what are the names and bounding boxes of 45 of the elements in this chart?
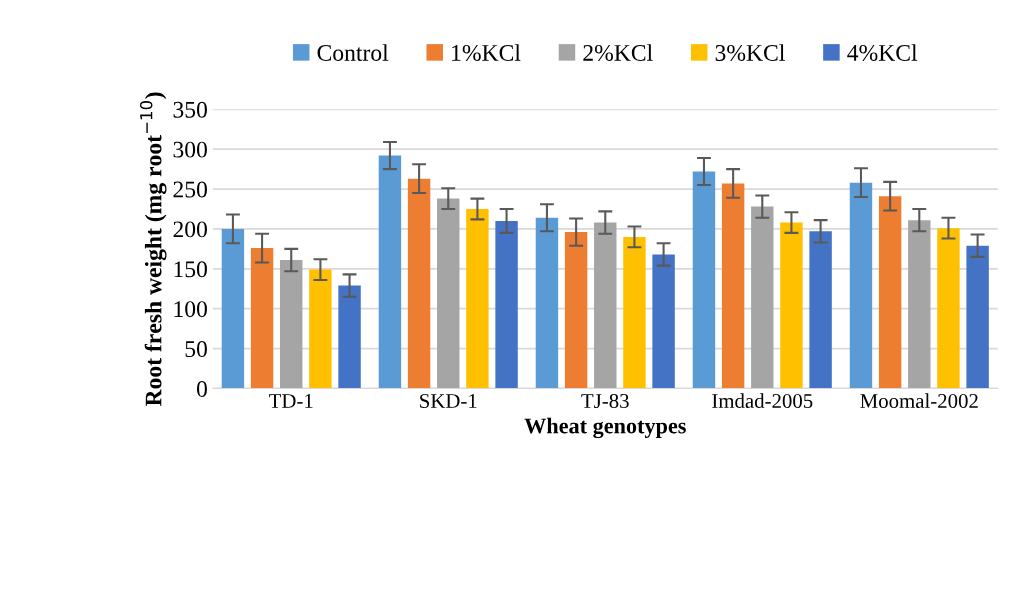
bar xyxy=(495,220,518,389)
y-tick-label: 250 xyxy=(173,181,207,198)
x-tick-label: TD-1 xyxy=(269,394,313,408)
x-axis-title: Wheat genotypes xyxy=(524,417,686,439)
legend-label: 3%KCl xyxy=(715,44,785,61)
bar xyxy=(937,228,960,389)
y-tick-label: 350 xyxy=(173,101,207,118)
y-tick-label: 100 xyxy=(174,301,207,318)
bar xyxy=(751,206,774,389)
bar xyxy=(966,245,989,389)
bar xyxy=(780,222,803,389)
bar xyxy=(878,196,902,389)
bar xyxy=(437,198,460,389)
bar xyxy=(623,236,646,389)
bar xyxy=(692,171,716,389)
x-tick-label: TJ-83 xyxy=(581,393,629,408)
x-tick-label: Moomal-2002 xyxy=(860,393,978,408)
bar xyxy=(280,260,303,389)
bar xyxy=(809,231,832,389)
bar xyxy=(535,217,559,389)
legend-label: 1%KCl xyxy=(452,44,521,61)
bar xyxy=(338,285,361,389)
bar xyxy=(564,232,588,389)
x-tick-label: Imdad-2005 xyxy=(712,393,813,408)
bar xyxy=(908,220,931,389)
legend-label: Control xyxy=(317,44,389,61)
bar xyxy=(849,182,873,389)
y-tick-label: 50 xyxy=(185,341,207,358)
bar xyxy=(466,208,489,389)
bar xyxy=(652,254,675,389)
bar xyxy=(221,228,245,389)
bar xyxy=(594,222,617,389)
y-tick-label: 0 xyxy=(196,380,207,397)
bar xyxy=(250,248,274,389)
y-axis-title: Root fresh weight (mg root$^{−10}$) xyxy=(139,92,167,407)
legend-label: 4%KCl xyxy=(847,44,918,61)
x-tick-label: SKD-1 xyxy=(420,394,477,408)
y-tick-label: 200 xyxy=(173,221,207,238)
bar xyxy=(309,269,332,389)
legend-label: 2%KCl xyxy=(583,44,653,61)
y-tick-label: 150 xyxy=(174,261,207,278)
bar xyxy=(378,155,402,389)
bar xyxy=(407,178,431,389)
bar xyxy=(721,183,745,389)
y-tick-label: 300 xyxy=(173,141,207,158)
